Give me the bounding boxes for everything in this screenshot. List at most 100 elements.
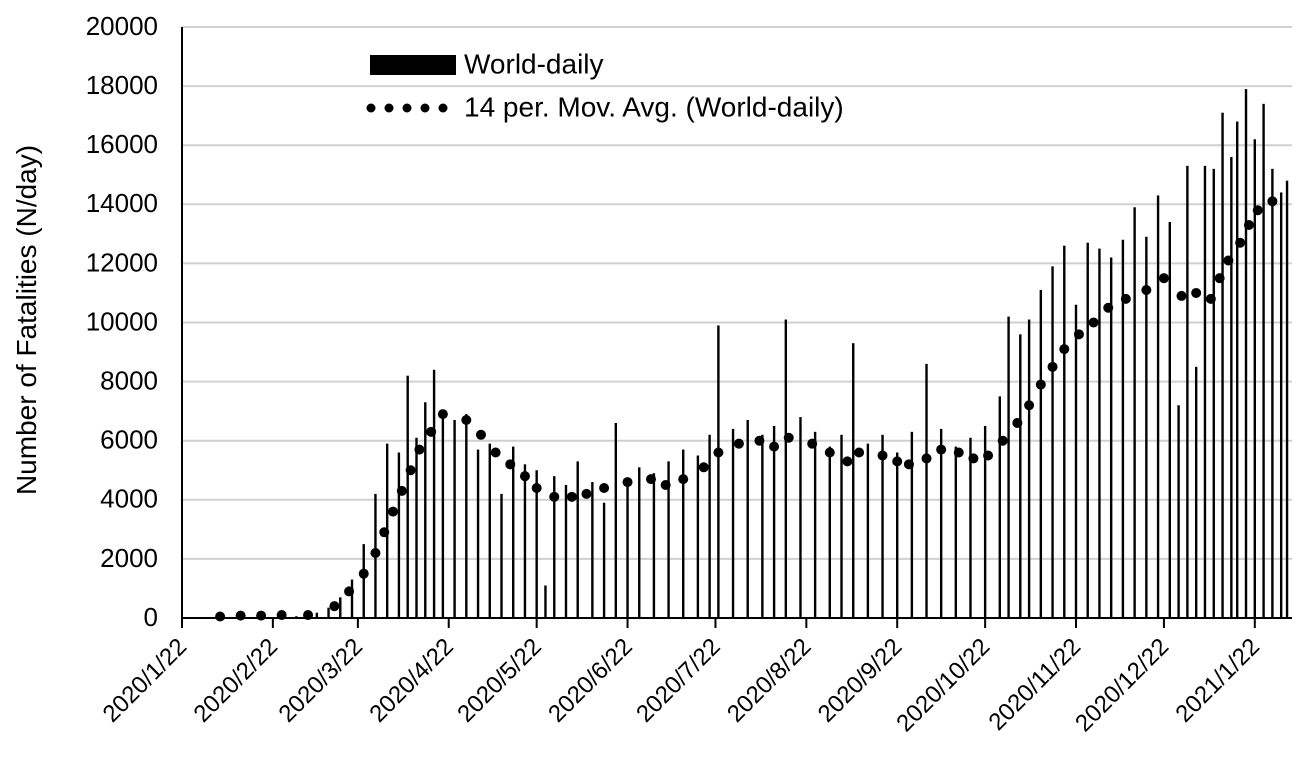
moving-average-point: [414, 444, 425, 455]
bar: [1253, 139, 1256, 619]
moving-average-point: [388, 506, 399, 517]
bar: [432, 369, 436, 618]
bar: [746, 420, 749, 618]
bar: [1156, 195, 1160, 618]
bar: [784, 319, 788, 618]
bar: [1063, 245, 1066, 619]
legend-swatch-world-daily: [370, 55, 456, 75]
legend-dot-marker: [384, 103, 394, 113]
x-tick-label: 2020/10/22: [891, 633, 995, 737]
x-tick-label: 2020/4/22: [364, 633, 459, 728]
bar: [488, 443, 491, 618]
moving-average-point: [769, 441, 780, 452]
bar: [1168, 222, 1171, 618]
bar: [939, 428, 943, 618]
bar: [591, 482, 594, 618]
moving-average-point: [622, 477, 633, 488]
bar: [1194, 366, 1198, 618]
moving-average-point: [1024, 400, 1035, 411]
moving-average-point: [329, 601, 340, 612]
y-tick-label: 16000: [86, 129, 158, 159]
moving-average-point: [854, 447, 865, 458]
bar: [772, 425, 776, 618]
legend-dot-marker: [402, 103, 412, 113]
bar: [1279, 192, 1283, 619]
moving-average-point: [877, 450, 888, 461]
moving-average-point: [754, 435, 765, 446]
legend: World-daily 14 per. Mov. Avg. (World-dai…: [366, 48, 844, 122]
moving-average-point: [519, 471, 530, 482]
moving-average-series: [215, 196, 1278, 622]
moving-average-point: [215, 611, 226, 622]
x-tick-label: 2020/12/22: [1070, 633, 1174, 737]
moving-average-point: [842, 456, 853, 467]
moving-average-point: [1141, 284, 1152, 295]
moving-average-point: [968, 453, 979, 464]
bar: [1203, 165, 1207, 618]
moving-average-point: [1176, 290, 1187, 301]
moving-average-point: [1158, 273, 1169, 284]
bar: [465, 414, 468, 618]
bar: [415, 437, 418, 618]
bar: [1051, 266, 1054, 618]
bar: [350, 579, 354, 618]
bar: [441, 417, 445, 618]
bar: [813, 431, 817, 618]
bar: [1039, 289, 1043, 618]
moving-average-point: [549, 491, 560, 502]
bar: [1262, 103, 1265, 618]
bar-series-world-daily: [215, 89, 1289, 619]
moving-average-point: [953, 447, 964, 458]
y-axis-title: Number of Fatalities (N/day): [11, 145, 42, 495]
bar: [828, 446, 831, 618]
moving-average-point: [1047, 361, 1058, 372]
moving-average-point: [1012, 417, 1023, 428]
bar: [1027, 319, 1031, 618]
moving-average-point: [713, 447, 724, 458]
moving-average-point: [983, 450, 994, 461]
x-tick-label: 2020/5/22: [452, 633, 547, 728]
legend-dot-marker: [420, 103, 430, 113]
moving-average-point: [824, 447, 835, 458]
moving-average-point: [936, 444, 947, 455]
bar: [761, 434, 764, 618]
moving-average-point: [645, 474, 656, 485]
bar: [315, 612, 319, 618]
moving-average-point: [599, 482, 610, 493]
bar: [1285, 180, 1289, 618]
y-tick-label: 6000: [100, 425, 158, 455]
bar: [1271, 168, 1274, 618]
bar: [1221, 112, 1224, 618]
bar: [652, 473, 656, 618]
bar: [406, 375, 409, 618]
bar: [1145, 236, 1148, 618]
bar: [614, 422, 618, 618]
moving-average-point: [660, 480, 671, 491]
bar: [512, 446, 515, 618]
bar: [453, 420, 456, 618]
bar: [362, 544, 365, 618]
legend-label-world-daily: World-daily: [464, 48, 604, 79]
bar: [682, 449, 685, 618]
moving-average-point: [921, 453, 932, 464]
moving-average-point: [1252, 205, 1263, 216]
bar: [925, 363, 928, 618]
bar: [1186, 165, 1189, 618]
moving-average-point: [490, 447, 501, 458]
bar: [576, 461, 579, 618]
bar: [500, 493, 503, 618]
x-tick-labels: 2020/1/222020/2/222020/3/222020/4/222020…: [98, 633, 1265, 737]
bar: [954, 446, 958, 618]
moving-average-point: [903, 459, 914, 470]
moving-average-point: [997, 435, 1008, 446]
moving-average-point: [1205, 293, 1216, 304]
bar: [1244, 89, 1248, 619]
bar: [523, 464, 527, 618]
moving-average-point: [370, 547, 381, 558]
y-tick-label: 18000: [86, 70, 158, 100]
x-tick-label: 2020/9/22: [813, 633, 908, 728]
bar: [535, 470, 538, 618]
moving-average-point: [1214, 273, 1225, 284]
moving-average-point: [1035, 379, 1046, 390]
